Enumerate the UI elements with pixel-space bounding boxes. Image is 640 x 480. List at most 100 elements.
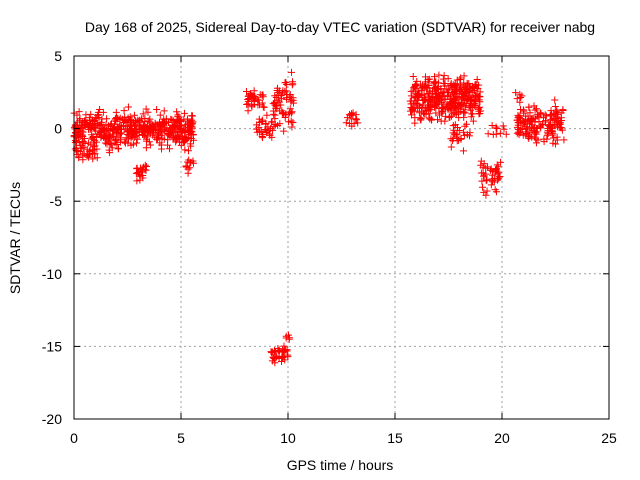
data-point <box>551 96 559 104</box>
data-point <box>79 138 87 146</box>
data-point <box>281 356 289 364</box>
data-point <box>467 106 475 114</box>
data-point <box>515 131 523 139</box>
data-point <box>143 133 151 141</box>
data-point <box>181 146 189 154</box>
data-point <box>123 128 131 136</box>
data-point <box>433 116 441 124</box>
data-point <box>532 139 540 147</box>
data-point <box>283 347 291 355</box>
data-point <box>500 125 508 133</box>
data-point <box>146 115 154 123</box>
data-point <box>259 103 267 111</box>
data-point <box>482 191 490 199</box>
data-point <box>342 119 350 127</box>
x-tick-label: 5 <box>177 430 185 446</box>
y-tick-label: -10 <box>42 266 62 282</box>
data-point <box>346 120 354 128</box>
data-point <box>82 111 90 119</box>
data-point <box>101 135 109 143</box>
data-point <box>184 169 192 177</box>
data-point <box>539 114 547 122</box>
data-point <box>91 136 99 144</box>
data-point <box>447 143 455 151</box>
data-point <box>285 118 293 126</box>
data-point <box>105 146 113 154</box>
data-point <box>457 100 465 108</box>
data-point <box>512 89 520 97</box>
data-point <box>121 138 129 146</box>
data-point <box>271 92 279 100</box>
data-point <box>553 136 561 144</box>
data-point <box>116 114 124 122</box>
data-point <box>424 104 432 112</box>
data-point <box>78 131 86 139</box>
data-point <box>444 92 452 100</box>
data-point <box>258 91 266 99</box>
data-point <box>169 117 177 125</box>
data-point <box>520 107 528 115</box>
data-point <box>516 98 524 106</box>
data-point <box>407 97 415 105</box>
data-point <box>266 131 274 139</box>
data-point <box>423 85 431 93</box>
data-point <box>477 107 485 115</box>
data-point <box>517 105 525 113</box>
data-point <box>175 113 183 121</box>
data-point <box>78 122 86 130</box>
data-point <box>461 83 469 91</box>
data-point <box>492 165 500 173</box>
data-point <box>79 143 87 151</box>
data-point <box>484 130 492 138</box>
data-point <box>243 101 251 109</box>
data-point <box>438 104 446 112</box>
data-point <box>491 186 499 194</box>
data-point <box>439 75 447 83</box>
data-point <box>453 137 461 145</box>
data-point <box>279 87 287 95</box>
data-point <box>425 98 433 106</box>
data-point <box>442 103 450 111</box>
data-point <box>153 106 161 114</box>
data-point <box>551 115 559 123</box>
data-point <box>428 93 436 101</box>
data-point <box>548 128 556 136</box>
data-point <box>138 168 146 176</box>
data-point <box>103 140 111 148</box>
data-point <box>275 346 283 354</box>
data-point <box>245 92 253 100</box>
data-point <box>520 118 528 126</box>
data-point <box>94 130 102 138</box>
data-point <box>416 114 424 122</box>
data-point <box>162 115 170 123</box>
data-point <box>451 130 459 138</box>
data-point <box>476 93 484 101</box>
data-point <box>184 124 192 132</box>
data-point <box>530 102 538 110</box>
data-point <box>144 126 152 134</box>
data-point <box>272 348 280 356</box>
data-point <box>528 127 536 135</box>
data-point <box>531 106 539 114</box>
data-point <box>441 117 449 125</box>
data-point <box>534 136 542 144</box>
data-point <box>415 94 423 102</box>
data-point <box>91 125 99 133</box>
data-point <box>174 119 182 127</box>
data-point <box>252 125 260 133</box>
data-point <box>93 154 101 162</box>
data-point <box>551 102 559 110</box>
data-point <box>441 82 449 90</box>
data-point <box>157 141 165 149</box>
data-point <box>492 123 500 131</box>
data-point <box>560 136 568 144</box>
data-point <box>274 121 282 129</box>
data-point <box>499 122 507 130</box>
data-point <box>165 131 173 139</box>
data-point <box>452 131 460 139</box>
data-point <box>180 126 188 134</box>
data-point <box>183 135 191 143</box>
data-point <box>250 87 258 95</box>
data-point <box>250 97 258 105</box>
data-point <box>483 176 491 184</box>
